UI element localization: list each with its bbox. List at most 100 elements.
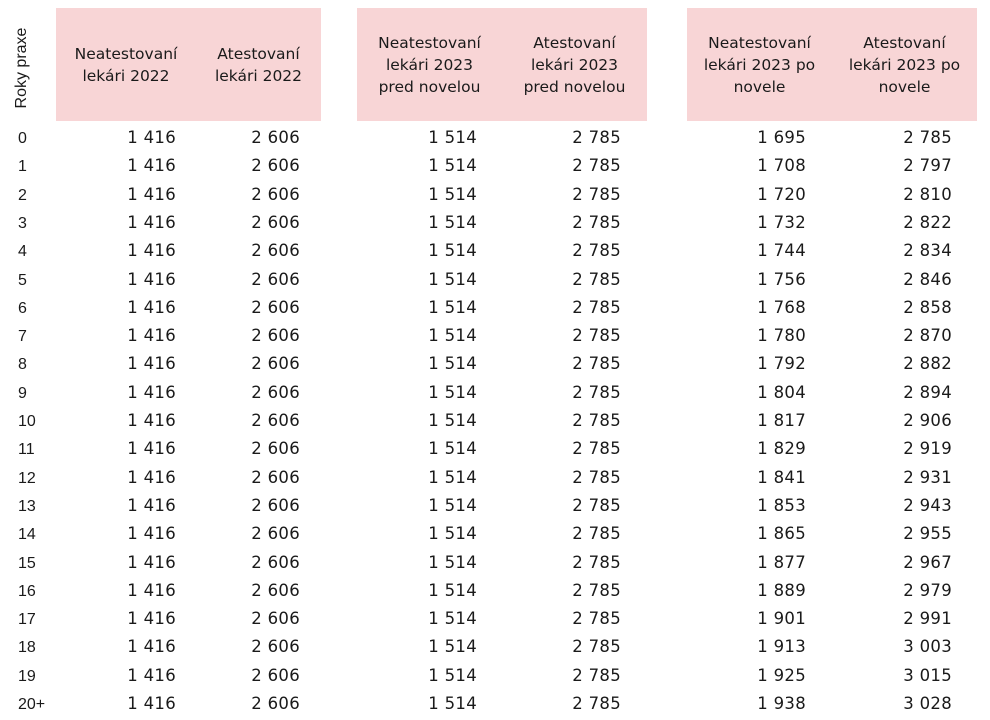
table-cell: 2 955 [903,524,952,544]
table-cell: 1 877 [757,552,806,572]
table-row: 16 1 416 2 606 1 514 2 785 1 889 2 979 [0,577,990,605]
years-of-practice: 12 [18,469,36,487]
header-group-2022 [56,8,321,121]
column-header-line: Neatestovaní [708,33,811,52]
table-cell: 1 744 [757,241,806,261]
table-row: 18 1 416 2 606 1 514 2 785 1 913 3 003 [0,633,990,661]
table-cell: 2 785 [572,156,621,176]
table-row: 20+ 1 416 2 606 1 514 2 785 1 938 3 028 [0,690,990,718]
table-cell: 2 785 [572,552,621,572]
table-cell: 1 841 [757,467,806,487]
table-cell: 1 514 [428,128,477,147]
table-cell: 1 416 [127,609,176,629]
table-cell: 2 894 [903,382,952,402]
column-header-line: novele [733,77,786,96]
table-cell: 2 606 [251,212,300,232]
table-cell: 1 514 [428,212,477,232]
table-cell: 1 514 [428,665,477,685]
table-cell: 1 514 [428,467,477,487]
table-row: 5 1 416 2 606 1 514 2 785 1 756 2 846 [0,266,990,294]
header-group-2023-pred [357,8,647,121]
table-cell: 2 785 [572,609,621,629]
table-cell: 2 606 [251,128,300,147]
table-cell: 2 606 [251,580,300,600]
table-cell: 2 606 [251,411,300,430]
table-cell: 2 785 [572,128,621,147]
years-of-practice: 13 [18,497,36,515]
table-cell: 2 606 [251,241,300,261]
years-of-practice: 0 [18,130,27,147]
table-cell: 1 514 [428,241,477,261]
table-cell: 1 913 [757,637,806,657]
table-cell: 2 967 [903,552,952,572]
table-cell: 1 416 [127,495,176,515]
table-cell: 1 416 [127,382,176,402]
table-cell: 1 780 [757,326,806,346]
table-cell: 2 785 [572,382,621,402]
years-of-practice: 6 [18,299,27,317]
table-cell: 2 785 [572,411,621,430]
table-cell: 3 003 [903,637,952,657]
column-header-line: Atestovaní [863,33,946,52]
table-cell: 1 695 [757,128,806,147]
table-cell: 2 882 [903,354,952,374]
column-header: Atestovaní lekári 2023 po novele [832,8,977,121]
row-header-label: Roky praxe [0,8,44,121]
years-of-practice: 18 [18,639,36,657]
table-row: 6 1 416 2 606 1 514 2 785 1 768 2 858 [0,294,990,322]
table-cell: 1 901 [757,609,806,629]
table-cell: 3 015 [903,665,952,685]
years-of-practice: 8 [18,356,27,374]
table-cell: 1 514 [428,580,477,600]
table-row: 4 1 416 2 606 1 514 2 785 1 744 2 834 [0,237,990,265]
years-of-practice: 16 [18,582,36,600]
table-cell: 2 785 [572,495,621,515]
table-row: 3 1 416 2 606 1 514 2 785 1 732 2 822 [0,209,990,237]
table-cell: 2 606 [251,156,300,176]
column-header-line: lekári 2022 [82,66,170,85]
table-cell: 2 810 [903,184,952,204]
column-header-line: pred novelou [378,77,481,96]
table-cell: 1 416 [127,580,176,600]
table-cell: 2 785 [572,439,621,459]
table-cell: 1 416 [127,128,176,147]
years-of-practice: 4 [18,243,27,261]
table-cell: 2 606 [251,269,300,289]
table-row: 8 1 416 2 606 1 514 2 785 1 792 2 882 [0,350,990,378]
table-cell: 3 028 [903,694,952,713]
table-row: 10 1 416 2 606 1 514 2 785 1 817 2 906 [0,407,990,435]
table-cell: 2 606 [251,382,300,402]
table-cell: 2 785 [903,128,952,147]
years-of-practice: 2 [18,186,27,204]
years-of-practice: 15 [18,554,36,572]
table-row: 0 1 416 2 606 1 514 2 785 1 695 2 785 [0,124,990,152]
table-cell: 1 829 [757,439,806,459]
column-header-line: lekári 2023 po [848,55,961,74]
table-cell: 1 514 [428,354,477,374]
table-cell: 1 416 [127,156,176,176]
table-cell: 2 785 [572,212,621,232]
table-cell: 2 606 [251,637,300,657]
table-cell: 1 817 [757,411,806,430]
table-cell: 1 416 [127,354,176,374]
table-cell: 1 416 [127,269,176,289]
table-cell: 1 514 [428,609,477,629]
table-cell: 1 416 [127,467,176,487]
years-of-practice: 9 [18,384,27,402]
table-cell: 2 606 [251,467,300,487]
table-cell: 1 708 [757,156,806,176]
column-header-line: novele [878,77,931,96]
years-of-practice: 14 [18,526,36,544]
table-row: 9 1 416 2 606 1 514 2 785 1 804 2 894 [0,379,990,407]
table-cell: 1 416 [127,411,176,430]
table-cell: 1 720 [757,184,806,204]
table-cell: 2 606 [251,439,300,459]
table-cell: 1 853 [757,495,806,515]
table-cell: 1 416 [127,184,176,204]
table-cell: 2 606 [251,495,300,515]
table-cell: 1 938 [757,694,806,713]
column-header-line: lekári 2023 [530,55,619,74]
table-cell: 2 606 [251,552,300,572]
years-of-practice: 20+ [18,696,46,713]
years-of-practice: 3 [18,214,27,232]
